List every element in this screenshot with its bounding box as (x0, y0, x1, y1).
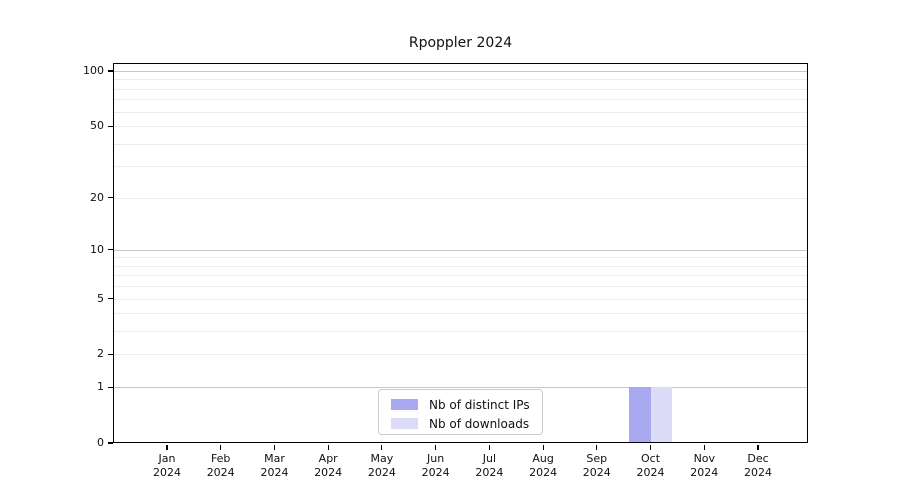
y-axis-tick (108, 386, 113, 388)
x-tick-label: Sep 2024 (557, 452, 637, 480)
x-axis-tick (703, 444, 705, 450)
x-tick-year: 2024 (314, 466, 343, 479)
legend-label: Nb of downloads (429, 416, 530, 431)
gridline-minor (114, 257, 807, 259)
x-tick-label: Dec 2024 (718, 452, 798, 480)
y-axis-tick (108, 298, 113, 300)
y-tick-label: 0 (97, 436, 104, 449)
x-tick-label: Mar 2024 (235, 452, 315, 480)
x-axis-tick (220, 444, 222, 450)
x-tick-year: 2024 (421, 466, 450, 479)
x-tick-month: Sep (586, 452, 608, 465)
x-tick-month: Jun (427, 452, 445, 465)
gridline-minor (114, 111, 807, 113)
gridline-major (114, 249, 807, 251)
y-axis-tick (108, 442, 113, 444)
x-tick-month: Apr (318, 452, 338, 465)
x-axis-tick (488, 444, 490, 450)
x-tick-month: Feb (210, 452, 231, 465)
gridline-minor (114, 88, 807, 90)
y-axis-tick (108, 353, 113, 355)
x-tick-month: Jan (158, 452, 176, 465)
x-tick-label: Feb 2024 (181, 452, 261, 480)
y-axis-tick (108, 249, 113, 251)
x-axis-tick (273, 444, 276, 450)
legend: Nb of distinct IPs Nb of downloads (378, 389, 543, 435)
gridline-minor (114, 166, 807, 168)
gridline-minor (114, 354, 807, 356)
x-tick-year: 2024 (475, 466, 504, 479)
chart-title: Rpoppler 2024 (408, 35, 513, 51)
gridline-minor (114, 275, 807, 277)
x-tick-year: 2024 (260, 466, 289, 479)
legend-label: Nb of distinct IPs (429, 397, 530, 412)
gridline-minor (114, 298, 807, 300)
legend-color-swatch (391, 399, 418, 410)
x-axis-tick (327, 444, 329, 450)
x-tick-year: 2024 (690, 466, 719, 479)
gridline-minor (114, 313, 807, 315)
x-tick-year: 2024 (744, 466, 772, 479)
y-tick-label: 5 (97, 291, 104, 305)
x-axis-tick (596, 444, 598, 450)
x-tick-month: May (370, 452, 394, 465)
bar-downloads (650, 387, 672, 443)
x-tick-year: 2024 (582, 466, 611, 479)
y-tick-label: 100 (83, 64, 104, 77)
legend-item: Nb of downloads (379, 414, 542, 433)
x-tick-year: 2024 (636, 466, 665, 479)
x-tick-month: Nov (693, 452, 716, 465)
x-tick-label: May 2024 (342, 452, 422, 480)
gridline-minor (114, 79, 807, 81)
y-tick-label: 10 (90, 242, 104, 256)
x-axis-tick (381, 444, 383, 450)
x-tick-year: 2024 (153, 466, 181, 479)
x-tick-label: Aug 2024 (503, 452, 583, 480)
y-tick-label: 2 (97, 347, 104, 361)
x-tick-label: Jul 2024 (449, 452, 529, 480)
x-tick-year: 2024 (367, 466, 396, 479)
y-tick-label: 20 (90, 190, 104, 204)
x-tick-month: Jul (482, 452, 497, 465)
x-tick-label: Nov 2024 (664, 452, 744, 480)
x-tick-year: 2024 (206, 466, 235, 479)
x-tick-year: 2024 (529, 466, 558, 479)
gridline-major (114, 71, 807, 72)
x-axis-tick (166, 444, 168, 450)
gridline-minor (114, 286, 807, 288)
x-axis-tick (649, 444, 652, 450)
x-tick-month: Aug (532, 452, 554, 465)
x-tick-label: Oct 2024 (611, 452, 691, 480)
legend-item: Nb of distinct IPs (379, 395, 542, 414)
gridline-minor (114, 143, 807, 145)
gridline-minor (114, 197, 807, 199)
legend-color-swatch (391, 418, 418, 429)
y-tick-label: 1 (97, 380, 104, 394)
x-tick-month: Dec (747, 452, 769, 465)
gridline-minor (114, 99, 807, 101)
gridline-minor (114, 126, 807, 128)
x-tick-label: Jun 2024 (396, 452, 476, 480)
plot-area-border (113, 63, 808, 443)
x-axis-tick (435, 444, 437, 450)
x-axis-tick (757, 444, 759, 450)
y-axis-tick (108, 70, 113, 72)
x-tick-label: Apr 2024 (288, 452, 368, 480)
x-tick-month: Oct (640, 452, 661, 465)
bar-distinct-ips (629, 387, 651, 443)
x-tick-month: Mar (264, 452, 285, 465)
y-tick-label: 50 (90, 119, 104, 133)
x-axis-tick (542, 444, 544, 450)
gridline-major (114, 387, 807, 389)
y-axis-tick (108, 125, 113, 127)
y-axis-tick (108, 197, 113, 199)
gridline-minor (114, 265, 807, 267)
x-tick-label: Jan 2024 (127, 452, 207, 480)
gridline-minor (114, 331, 807, 333)
